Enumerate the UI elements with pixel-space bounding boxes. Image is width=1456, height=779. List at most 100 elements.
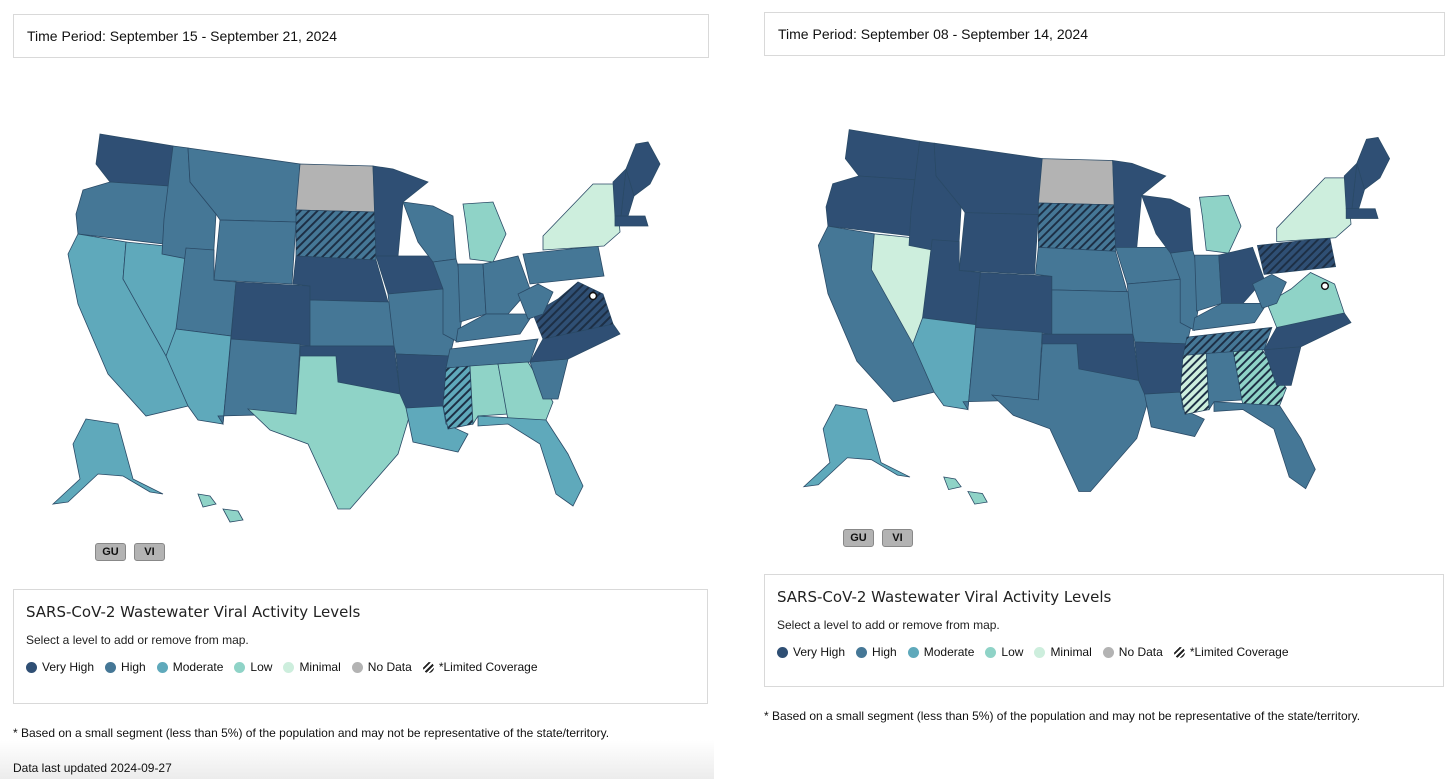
state-pa[interactable] [522,245,605,285]
state-wi[interactable] [402,201,457,263]
state-in[interactable] [457,263,487,323]
limited-coverage-hatch-pa [1257,237,1336,275]
legend-item-minimal[interactable]: Minimal [283,660,341,674]
legend-label: High [121,660,146,674]
legend-instruction: Select a level to add or remove from map… [26,633,249,647]
state-ga[interactable] [497,361,554,421]
state-ma[interactable] [614,215,649,227]
legend-label: Low [1001,645,1024,659]
time-period-box: Time Period: September 15 - September 21… [13,14,709,58]
state-ma[interactable] [1345,208,1379,219]
legend-item-moderate[interactable]: Moderate [156,660,223,674]
state-fl[interactable] [477,415,584,507]
state-wi[interactable] [1141,194,1194,254]
limited-coverage-hatch-ms [1180,353,1210,415]
legend-instruction: Select a level to add or remove from map… [777,618,1000,632]
state-tx[interactable] [246,355,411,510]
state-nd[interactable] [1037,158,1115,206]
state-mi[interactable] [1199,194,1242,254]
legend-item-high[interactable]: High [105,660,146,674]
legend-label: Very High [42,660,95,674]
state-ak[interactable] [51,418,164,505]
state-ny[interactable] [542,183,621,251]
legend-label: *Limited Coverage [1189,645,1289,659]
state-wa[interactable] [844,129,921,181]
dc-marker[interactable] [588,291,598,301]
very-high-swatch [777,646,788,658]
state-or[interactable] [75,181,170,245]
territory-button-vi[interactable]: VI [882,529,913,547]
legend-item-limited-coverage[interactable]: *Limited Coverage [422,660,538,674]
state-wy[interactable] [213,219,297,285]
state-ks[interactable] [309,299,395,347]
legend-item-high[interactable]: High [856,645,897,659]
legend-label: Very High [793,645,846,659]
legend-item-no-data[interactable]: No Data [351,660,412,674]
state-ny[interactable] [1276,177,1352,243]
state-nc[interactable] [1263,312,1352,351]
time-period-label: Time Period: September 15 - September 21… [27,28,337,44]
state-hi[interactable] [943,476,988,505]
left-map-panel: Time Period: September 15 - September 21… [0,0,722,779]
state-wv[interactable] [517,283,554,320]
us-map [802,129,1391,505]
footnote: * Based on a small segment (less than 5%… [764,709,1361,723]
state-ar[interactable] [395,353,451,409]
legend-label: No Data [1118,645,1163,659]
legend-item-moderate[interactable]: Moderate [907,645,975,659]
limited-coverage-hatch-ms [443,366,473,429]
legend-item-limited-coverage[interactable]: *Limited Coverage [1173,645,1289,659]
minimal-swatch [283,661,295,673]
state-ks[interactable] [1051,289,1134,335]
state-al[interactable] [469,363,509,426]
state-in[interactable] [1194,254,1223,312]
state-hi[interactable] [197,493,244,523]
dc-marker[interactable] [1320,281,1330,291]
legend-label: Moderate [923,645,975,659]
state-oh[interactable] [1218,246,1265,304]
legend-label: Minimal [1050,645,1092,659]
state-wv[interactable] [1252,273,1287,309]
low-swatch [985,646,997,658]
territory-button-gu[interactable]: GU [843,529,874,547]
state-al[interactable] [1205,351,1244,411]
legend-item-minimal[interactable]: Minimal [1034,645,1092,659]
limited-coverage-hatch-sd [296,210,376,260]
state-az[interactable] [165,328,232,425]
limited-coverage-hatch-sd [1038,202,1116,252]
legend-item-very-high[interactable]: Very High [26,660,94,674]
legend-item-very-high[interactable]: Very High [777,645,845,659]
state-nc[interactable] [529,323,621,363]
hatch-swatch [422,661,434,673]
legend-box: SARS-CoV-2 Wastewater Viral Activity Lev… [13,589,708,704]
state-mi[interactable] [462,201,507,263]
legend-item-low[interactable]: Low [985,645,1023,659]
state-ar[interactable] [1134,341,1188,395]
state-ak[interactable] [802,404,911,488]
territory-button-vi[interactable]: VI [134,543,165,561]
state-az[interactable] [912,317,977,410]
legend-items: Very High High Moderate Low Minimal No D… [26,660,695,674]
legend-label: *Limited Coverage [438,660,538,674]
footnote: * Based on a small segment (less than 5%… [13,726,610,740]
state-wy[interactable] [958,212,1039,275]
state-co[interactable] [975,272,1053,335]
legend-title: SARS-CoV-2 Wastewater Viral Activity Lev… [26,603,361,621]
no-data-swatch [1102,646,1114,658]
us-map [51,133,661,523]
territory-button-gu[interactable]: GU [95,543,126,561]
low-swatch [234,661,246,673]
state-tx[interactable] [990,343,1149,492]
state-oh[interactable] [482,255,531,315]
state-nd[interactable] [295,163,376,213]
limited-coverage-hatch-ga [1233,349,1287,406]
legend-item-no-data[interactable]: No Data [1102,645,1163,659]
time-period-box: Time Period: September 08 - September 14… [764,12,1445,56]
legend-item-low[interactable]: Low [234,660,272,674]
state-co[interactable] [230,281,311,347]
state-wa[interactable] [95,133,174,187]
minimal-swatch [1034,646,1046,658]
time-period-label: Time Period: September 08 - September 14… [778,26,1088,42]
state-fl[interactable] [1213,401,1316,490]
state-or[interactable] [825,175,917,237]
